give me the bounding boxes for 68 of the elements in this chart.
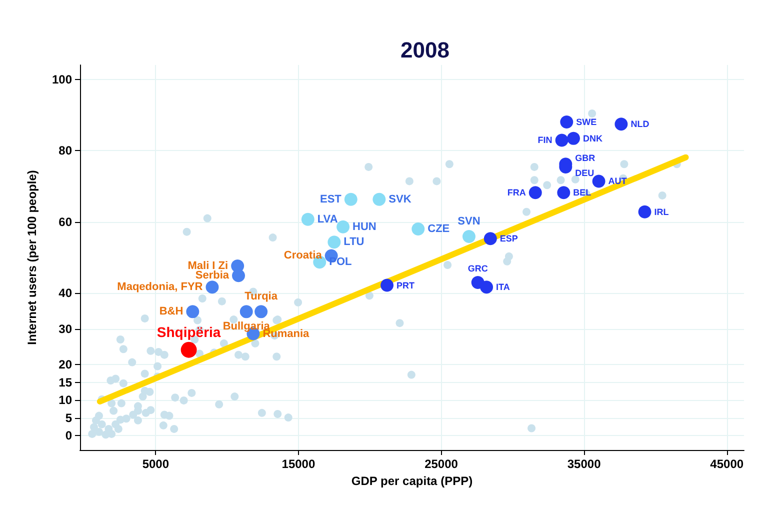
data-label: GBR xyxy=(575,153,596,164)
point xyxy=(614,118,628,131)
y-tick-label: 5 xyxy=(65,410,72,425)
data-label: SVK xyxy=(388,193,412,206)
point xyxy=(186,305,200,318)
point xyxy=(206,280,219,294)
data-label: Croatia xyxy=(284,250,323,262)
point xyxy=(480,280,494,294)
point xyxy=(528,186,542,200)
point xyxy=(484,232,497,246)
y-tick-label: 100 xyxy=(52,72,72,86)
data-label: DNK xyxy=(583,133,603,144)
point xyxy=(638,205,652,218)
x-tick-label: 35000 xyxy=(567,457,602,471)
data-label: HUN xyxy=(352,220,376,233)
data-label: CZE xyxy=(428,222,450,235)
x-tick-label: 25000 xyxy=(424,457,458,471)
point xyxy=(328,236,341,249)
data-label: ITA xyxy=(496,282,510,292)
point xyxy=(232,269,246,282)
point xyxy=(344,192,358,206)
point xyxy=(254,305,268,318)
y-tick-label: 40 xyxy=(58,286,72,300)
x-axis-title: GDP per capita (PPP) xyxy=(351,474,473,488)
data-label: GRC xyxy=(468,263,488,274)
data-label: LTU xyxy=(344,236,364,248)
y-tick-label: 0 xyxy=(65,428,72,443)
data-label: Serbia xyxy=(195,270,230,282)
data-label: LVA xyxy=(317,213,338,226)
data-label: IRL xyxy=(654,206,670,217)
point xyxy=(380,278,394,292)
data-label: SWE xyxy=(576,117,597,128)
chart-title: 2008 xyxy=(400,38,450,62)
y-tick-label: 30 xyxy=(58,322,72,336)
point xyxy=(412,222,425,236)
data-label: Turqia xyxy=(244,290,278,303)
data-label: DEU xyxy=(575,168,594,178)
point xyxy=(301,212,314,226)
x-tick-label: 5000 xyxy=(142,457,170,471)
x-tick-label: 45000 xyxy=(710,457,744,471)
point xyxy=(336,220,350,234)
data-label: FIN xyxy=(538,135,552,146)
data-label: Shqipëria xyxy=(156,324,221,340)
data-label: SVN xyxy=(458,215,480,228)
y-tick-label: 60 xyxy=(58,214,72,229)
data-label: FRA xyxy=(507,188,526,198)
x-tick-label: 15000 xyxy=(282,457,316,471)
y-tick-label: 20 xyxy=(58,357,72,372)
point xyxy=(555,134,568,147)
data-label: Maqedonia, FYR xyxy=(117,281,203,294)
point xyxy=(557,186,570,200)
data-label: PRT xyxy=(396,280,416,290)
point xyxy=(240,305,253,318)
data-label: B&H xyxy=(159,306,184,318)
data-label: ESP xyxy=(500,234,518,244)
data-label: EST xyxy=(320,193,342,206)
point xyxy=(180,342,197,358)
y-tick-label: 10 xyxy=(58,393,72,408)
point xyxy=(592,174,606,188)
point xyxy=(462,230,476,243)
y-tick-label: 15 xyxy=(58,375,72,390)
point xyxy=(560,116,574,129)
y-tick-label: 80 xyxy=(58,144,72,158)
data-label: NLD xyxy=(630,119,650,130)
y-axis-title: Internet users (per 100 people) xyxy=(25,170,39,345)
point xyxy=(372,192,386,206)
point xyxy=(567,132,580,145)
data-label: BEL xyxy=(573,188,592,198)
